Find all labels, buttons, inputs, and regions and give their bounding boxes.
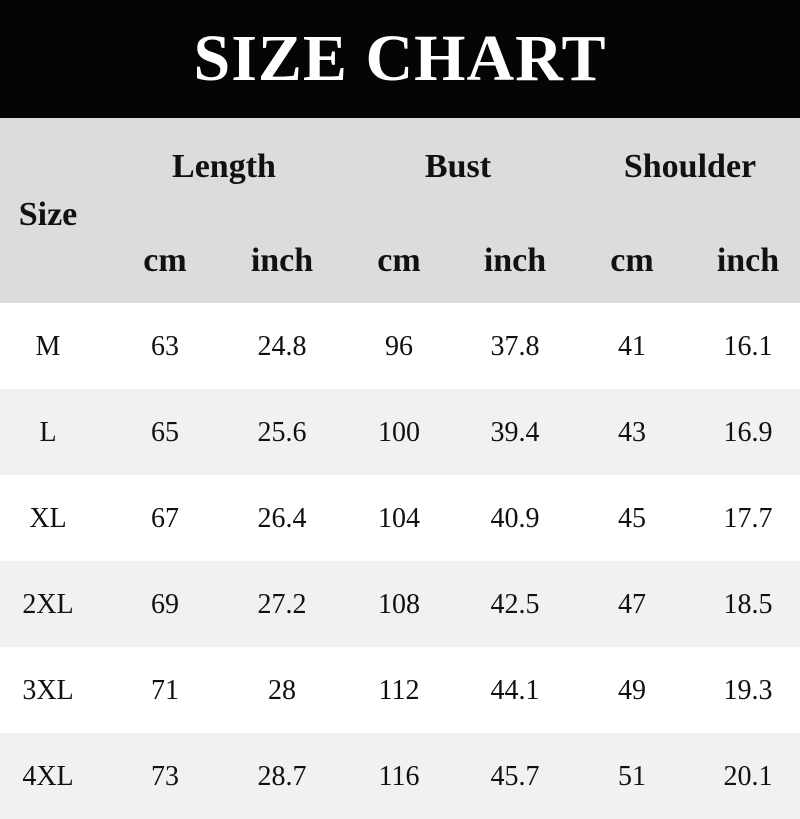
title-bar: SIZE CHART	[0, 0, 800, 118]
page-title: SIZE CHART	[193, 22, 607, 95]
value-cell: 108	[378, 589, 420, 620]
value-cell: 49	[618, 675, 646, 706]
size-cell: 2XL	[22, 589, 74, 620]
value-cell: 26.4	[257, 503, 307, 534]
value-cell: 112	[378, 675, 420, 706]
value-cell: 25.6	[257, 417, 307, 448]
value-cell: 71	[151, 675, 179, 706]
unit-header: cm	[610, 242, 654, 279]
value-cell: 37.8	[490, 331, 540, 362]
table-body: M 63 24.8 96 37.8 41 16.1 L 65 25.6 100 39.4 43 16.9 X…	[0, 303, 800, 819]
value-cell: 18.5	[723, 589, 773, 620]
unit-header: inch	[250, 242, 314, 279]
value-cell: 116	[378, 761, 420, 792]
table-row: M 63 24.8 96 37.8 41 16.1	[0, 303, 800, 389]
table-header: Size Length Bust Shoulder cm inch cm inc…	[0, 118, 800, 303]
table-row: XL 67 26.4 104 40.9 45 17.7	[0, 475, 800, 561]
size-cell: 3XL	[22, 675, 74, 706]
unit-header: inch	[483, 242, 547, 279]
value-cell: 41	[618, 331, 646, 362]
table-row: 2XL 69 27.2 108 42.5 47 18.5	[0, 561, 800, 647]
unit-header: cm	[377, 242, 421, 279]
size-cell: XL	[29, 503, 67, 534]
table-row: 3XL 71 28 112 44.1 49 19.3	[0, 647, 800, 733]
value-cell: 44.1	[490, 675, 540, 706]
value-cell: 47	[618, 589, 646, 620]
value-cell: 16.1	[723, 331, 773, 362]
size-cell: 4XL	[22, 761, 74, 792]
shoulder-header: Shoulder	[623, 148, 757, 185]
value-cell: 67	[151, 503, 179, 534]
value-cell: 69	[151, 589, 179, 620]
size-cell: L	[39, 417, 57, 448]
value-cell: 16.9	[723, 417, 773, 448]
value-cell: 63	[151, 331, 179, 362]
size-header: Size	[18, 196, 78, 233]
value-cell: 43	[618, 417, 646, 448]
size-cell: M	[35, 331, 61, 362]
bust-header: Bust	[424, 148, 492, 185]
value-cell: 40.9	[490, 503, 540, 534]
value-cell: 39.4	[490, 417, 540, 448]
value-cell: 73	[151, 761, 179, 792]
value-cell: 100	[378, 417, 420, 448]
table-row: 4XL 73 28.7 116 45.7 51 20.1	[0, 733, 800, 819]
value-cell: 65	[151, 417, 179, 448]
value-cell: 17.7	[723, 503, 773, 534]
table-row: L 65 25.6 100 39.4 43 16.9	[0, 389, 800, 475]
value-cell: 24.8	[257, 331, 307, 362]
value-cell: 20.1	[723, 761, 773, 792]
value-cell: 42.5	[490, 589, 540, 620]
unit-header: cm	[143, 242, 187, 279]
unit-header: inch	[716, 242, 780, 279]
value-cell: 28.7	[257, 761, 307, 792]
value-cell: 27.2	[257, 589, 307, 620]
value-cell: 96	[385, 331, 413, 362]
value-cell: 45	[618, 503, 646, 534]
value-cell: 51	[618, 761, 646, 792]
length-header: Length	[172, 148, 276, 185]
value-cell: 28	[268, 675, 296, 706]
value-cell: 45.7	[490, 761, 540, 792]
value-cell: 104	[378, 503, 420, 534]
value-cell: 19.3	[723, 675, 773, 706]
